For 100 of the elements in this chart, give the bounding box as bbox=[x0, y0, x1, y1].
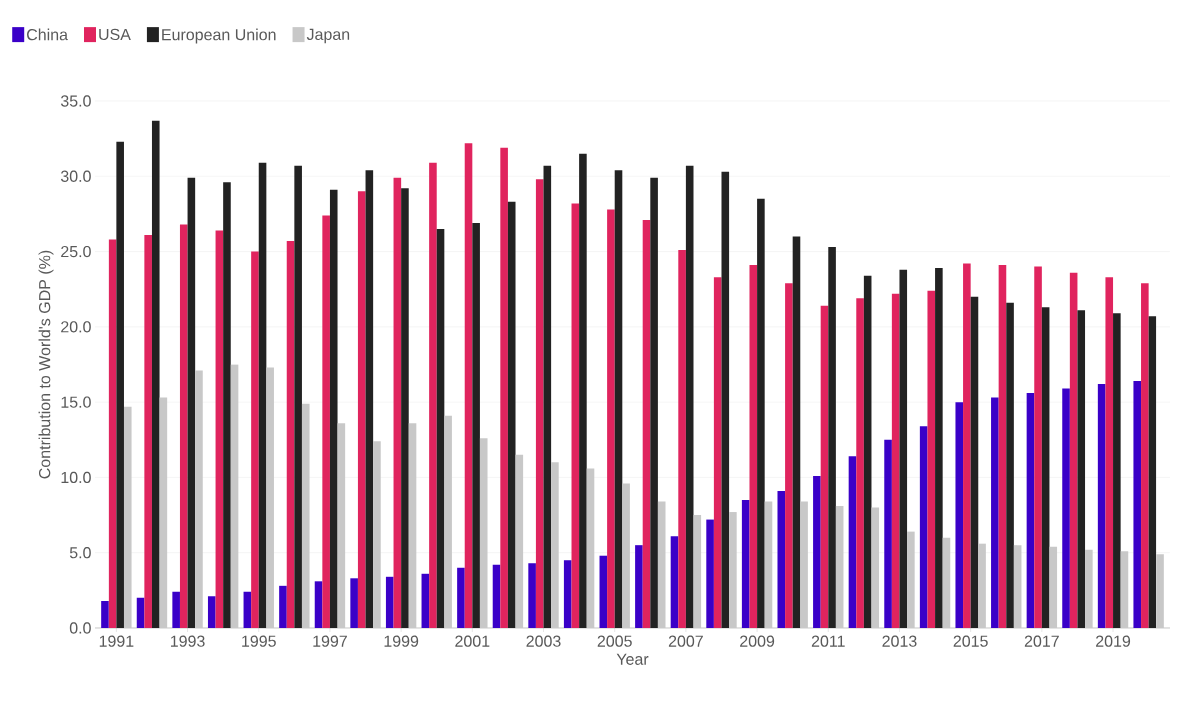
bar bbox=[650, 177, 658, 628]
bar bbox=[266, 367, 274, 628]
x-axis-title: Year bbox=[616, 653, 649, 665]
y-tick-label: 0.0 bbox=[69, 622, 91, 634]
bar bbox=[607, 209, 615, 628]
bar bbox=[800, 501, 808, 628]
bar bbox=[251, 251, 259, 628]
bar bbox=[891, 293, 900, 628]
bar bbox=[991, 397, 999, 628]
bar bbox=[622, 483, 630, 628]
bar bbox=[1097, 384, 1106, 628]
bar bbox=[172, 591, 180, 628]
bar bbox=[1141, 283, 1149, 628]
legend-label: European Union bbox=[162, 28, 276, 44]
bar bbox=[899, 269, 908, 628]
x-tick-label: 2005 bbox=[597, 635, 632, 647]
x-tick-label: 2017 bbox=[1024, 635, 1059, 647]
bar bbox=[279, 585, 287, 628]
bar bbox=[401, 188, 409, 628]
bar bbox=[1041, 307, 1050, 628]
bar bbox=[871, 507, 880, 628]
bar bbox=[350, 578, 358, 628]
bar bbox=[1062, 388, 1070, 628]
bar bbox=[729, 512, 737, 628]
bar bbox=[942, 537, 951, 628]
bar bbox=[764, 501, 773, 628]
bar bbox=[187, 177, 196, 628]
x-tick-label: 1993 bbox=[170, 635, 205, 647]
bar bbox=[507, 201, 516, 628]
bar bbox=[970, 296, 979, 628]
bar bbox=[365, 170, 374, 628]
bar bbox=[528, 563, 536, 628]
bar bbox=[657, 501, 666, 628]
bar bbox=[907, 531, 915, 628]
x-tick-label: 1999 bbox=[384, 635, 419, 647]
y-tick-label: 5.0 bbox=[69, 547, 91, 559]
bar bbox=[1013, 545, 1022, 628]
x-tick-label: 2011 bbox=[811, 635, 845, 647]
bar bbox=[579, 153, 587, 628]
bar bbox=[1026, 393, 1035, 628]
x-tick-label: 2007 bbox=[668, 635, 703, 647]
bar bbox=[978, 543, 986, 628]
bar bbox=[408, 423, 417, 628]
bar bbox=[919, 426, 928, 628]
bar bbox=[721, 171, 730, 628]
bar bbox=[884, 439, 892, 628]
y-tick-label: 35.0 bbox=[60, 95, 91, 107]
bar bbox=[136, 597, 145, 628]
bar bbox=[635, 545, 643, 628]
x-tick-label: 2019 bbox=[1096, 635, 1131, 647]
bar bbox=[116, 141, 124, 628]
bar bbox=[159, 397, 168, 628]
x-tick-label: 1995 bbox=[242, 635, 276, 647]
bar bbox=[144, 235, 152, 628]
bar bbox=[563, 560, 572, 628]
bar bbox=[863, 275, 872, 628]
x-tick-label: 2013 bbox=[882, 635, 917, 647]
bar bbox=[927, 290, 936, 628]
bar bbox=[515, 454, 524, 628]
bar bbox=[230, 364, 239, 628]
x-tick-label: 1991 bbox=[99, 635, 134, 647]
bar bbox=[1085, 549, 1093, 628]
bar bbox=[792, 236, 801, 628]
bar bbox=[785, 283, 793, 628]
bar bbox=[479, 438, 488, 628]
bar bbox=[123, 406, 132, 628]
bar bbox=[1049, 546, 1058, 628]
bar bbox=[1006, 302, 1014, 628]
bar bbox=[998, 265, 1007, 628]
y-tick-label: 20.0 bbox=[61, 321, 91, 333]
bar bbox=[179, 224, 188, 628]
y-tick-label: 30.0 bbox=[60, 170, 91, 182]
y-tick-label: 15.0 bbox=[61, 396, 91, 408]
bar bbox=[963, 263, 971, 628]
bar bbox=[599, 555, 608, 628]
bar bbox=[108, 239, 117, 628]
bar bbox=[1034, 266, 1042, 628]
y-tick-label: 25.0 bbox=[61, 245, 91, 258]
bar bbox=[856, 298, 864, 628]
bar bbox=[101, 600, 109, 628]
legend-label: Japan bbox=[306, 28, 350, 44]
bar bbox=[777, 490, 786, 628]
bar bbox=[357, 191, 366, 628]
bar bbox=[1069, 272, 1078, 628]
bar bbox=[294, 165, 302, 628]
bar bbox=[935, 268, 943, 628]
y-axis-title: Contribution to World's GDP (%) bbox=[38, 250, 54, 479]
bar bbox=[243, 591, 252, 628]
bar bbox=[492, 564, 501, 628]
x-tick-label: 2003 bbox=[526, 635, 561, 647]
bar bbox=[215, 230, 224, 628]
bar bbox=[685, 165, 694, 628]
bar bbox=[329, 189, 338, 628]
bar bbox=[955, 402, 964, 628]
bar bbox=[393, 177, 402, 628]
bar bbox=[436, 228, 445, 628]
bar bbox=[472, 222, 480, 628]
bar bbox=[373, 441, 381, 628]
bar bbox=[642, 219, 651, 628]
bar bbox=[820, 305, 829, 628]
